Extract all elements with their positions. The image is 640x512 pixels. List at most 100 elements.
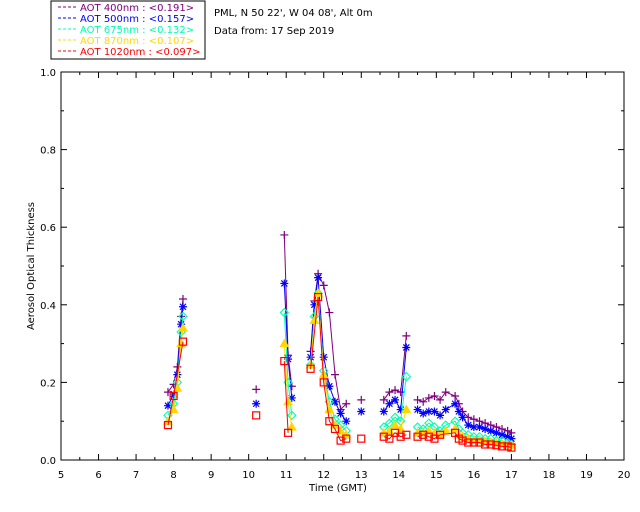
legend: AOT 400nm : <0.191>AOT 500nm : <0.157>AO… bbox=[50, 0, 206, 60]
data-point bbox=[319, 353, 328, 362]
x-tick-label: 11 bbox=[280, 470, 293, 481]
series-aot-1020nm bbox=[163, 292, 516, 452]
data-point bbox=[413, 405, 422, 414]
y-tick-label: 0.4 bbox=[40, 301, 56, 312]
data-point bbox=[252, 385, 261, 394]
data-point bbox=[379, 395, 388, 404]
data-point bbox=[342, 399, 351, 408]
data-point bbox=[464, 438, 473, 447]
data-point bbox=[413, 395, 422, 404]
data-point bbox=[454, 407, 463, 416]
data-point bbox=[419, 430, 428, 439]
data-point bbox=[402, 331, 411, 340]
data-point bbox=[507, 443, 516, 452]
series-line bbox=[310, 296, 347, 442]
data-point bbox=[330, 424, 340, 434]
data-point bbox=[252, 411, 261, 420]
data-point bbox=[450, 423, 461, 433]
data-point bbox=[401, 404, 412, 414]
data-point bbox=[379, 432, 388, 441]
data-point bbox=[325, 308, 334, 317]
x-tick-label: 16 bbox=[467, 470, 480, 481]
data-point bbox=[283, 428, 293, 437]
data-point bbox=[163, 420, 173, 430]
data-point bbox=[475, 438, 484, 447]
data-point bbox=[492, 441, 501, 450]
data-point bbox=[357, 434, 366, 443]
legend-label: AOT 400nm : <0.191> bbox=[80, 3, 194, 14]
legend-label: AOT 500nm : <0.157> bbox=[80, 14, 194, 25]
data-point bbox=[178, 311, 188, 322]
data-point bbox=[419, 409, 428, 418]
legend-label: AOT 675nm : <0.132> bbox=[80, 25, 194, 36]
data-point bbox=[486, 440, 495, 449]
data-point bbox=[441, 405, 450, 414]
data-point bbox=[503, 432, 512, 441]
y-tick-label: 0.8 bbox=[40, 146, 56, 157]
data-point bbox=[314, 292, 323, 302]
data-point bbox=[178, 294, 187, 303]
data-point bbox=[464, 421, 473, 430]
data-point bbox=[436, 411, 445, 420]
data-point bbox=[391, 395, 400, 404]
data-point bbox=[287, 410, 297, 421]
data-point bbox=[436, 395, 445, 404]
data-point bbox=[419, 397, 428, 406]
data-point bbox=[357, 407, 366, 416]
x-tick-label: 10 bbox=[242, 470, 255, 481]
data-point bbox=[441, 388, 450, 397]
data-point bbox=[430, 391, 439, 400]
data-point bbox=[305, 360, 316, 370]
data-point bbox=[451, 391, 460, 400]
x-tick-label: 6 bbox=[95, 470, 101, 481]
x-tick-label: 15 bbox=[430, 470, 443, 481]
data-point bbox=[481, 440, 490, 449]
x-tick-label: 7 bbox=[133, 470, 139, 481]
data-point bbox=[385, 388, 394, 397]
x-tick-label: 13 bbox=[355, 470, 368, 481]
data-point bbox=[279, 338, 290, 348]
y-tick-label: 1.0 bbox=[40, 68, 56, 79]
data-point bbox=[396, 405, 405, 414]
data-point bbox=[314, 273, 323, 282]
legend-label: AOT 1020nm : <0.097> bbox=[80, 47, 200, 58]
data-point bbox=[451, 399, 460, 408]
data-point bbox=[402, 343, 411, 352]
x-tick-label: 9 bbox=[208, 470, 214, 481]
data-point bbox=[313, 288, 324, 297]
x-tick-label: 14 bbox=[392, 470, 405, 481]
data-point bbox=[424, 407, 433, 416]
data-point bbox=[279, 307, 290, 318]
data-point bbox=[287, 382, 296, 391]
data-point bbox=[306, 353, 315, 362]
data-point bbox=[475, 423, 484, 432]
data-point bbox=[342, 417, 351, 426]
data-point bbox=[458, 413, 467, 422]
series-line bbox=[167, 341, 184, 426]
data-point bbox=[413, 432, 422, 441]
x-tick-label: 20 bbox=[618, 470, 631, 481]
data-point bbox=[330, 397, 339, 406]
x-tick-label: 8 bbox=[170, 470, 176, 481]
data-point bbox=[469, 415, 478, 424]
legend-label: AOT 870nm : <0.107> bbox=[80, 36, 194, 47]
data-point bbox=[178, 302, 187, 311]
x-tick-label: 18 bbox=[543, 470, 556, 481]
data-point bbox=[507, 434, 516, 443]
data-point bbox=[163, 401, 172, 410]
data-point bbox=[280, 230, 289, 239]
x-tick-label: 19 bbox=[580, 470, 593, 481]
data-point bbox=[319, 281, 328, 290]
x-axis-title: Time (GMT) bbox=[308, 483, 367, 494]
data-point bbox=[385, 399, 394, 408]
data-point bbox=[178, 322, 188, 332]
data-point bbox=[498, 430, 507, 439]
data-point bbox=[385, 434, 394, 443]
data-point bbox=[319, 378, 328, 387]
data-point bbox=[391, 386, 400, 395]
data-point bbox=[396, 432, 405, 441]
data-point bbox=[424, 393, 433, 402]
data-point bbox=[336, 409, 345, 418]
x-tick-label: 5 bbox=[58, 470, 64, 481]
